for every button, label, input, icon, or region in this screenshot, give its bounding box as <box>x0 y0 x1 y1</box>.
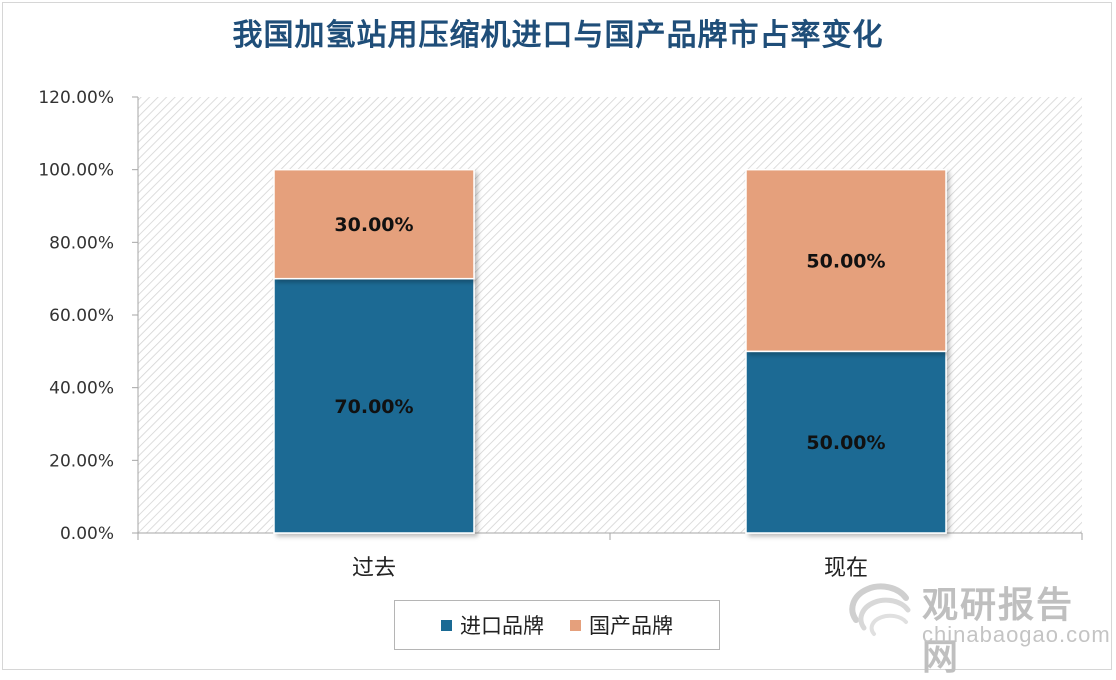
x-category-label: 过去 <box>352 556 396 581</box>
bars-group <box>273 168 947 534</box>
watermark: 观研报告网 chinabaogao.com <box>846 574 1110 678</box>
legend-swatch-import <box>441 619 452 631</box>
data-label: 70.00% <box>334 396 413 418</box>
y-tick-label: 0.00% <box>60 524 114 544</box>
legend-item-domestic: 国产品牌 <box>570 610 673 640</box>
legend-swatch-domestic <box>570 619 581 631</box>
legend-label-import: 进口品牌 <box>460 614 544 638</box>
chart-svg: 0.00% 20.00% 40.00% 60.00% 80.00% 100.00% 120.… <box>38 88 1083 581</box>
bar-segment <box>273 168 475 280</box>
y-tick-label: 60.00% <box>49 306 114 326</box>
legend-label-domestic: 国产品牌 <box>589 614 673 638</box>
x-category-label: 现在 <box>824 556 868 581</box>
bar-segment <box>273 277 475 534</box>
y-tick-label: 100.00% <box>38 161 114 181</box>
chart-title: 我国加氢站用压缩机进口与国产品牌市占率变化 <box>232 18 884 53</box>
data-label: 30.00% <box>334 214 413 236</box>
watermark-logo-icon <box>849 583 911 636</box>
data-label: 50.00% <box>806 251 885 273</box>
watermark-text-cn: 观研报告网 <box>922 585 1075 678</box>
legend: 进口品牌 国产品牌 <box>394 600 720 650</box>
y-tick-label: 80.00% <box>49 233 114 253</box>
y-tick-label: 20.00% <box>49 451 114 471</box>
y-tick-label: 120.00% <box>38 88 114 108</box>
watermark-text-en: chinabaogao.com <box>922 622 1111 647</box>
bar-segment <box>745 350 947 534</box>
bar-segment <box>745 168 947 353</box>
data-label: 50.00% <box>806 432 885 454</box>
legend-item-import: 进口品牌 <box>441 610 544 640</box>
y-tick-label: 40.00% <box>49 379 114 399</box>
labels-group: 70.00% 30.00% 50.00% 50.00% <box>334 214 885 454</box>
axes-group: 0.00% 20.00% 40.00% 60.00% 80.00% 100.00% 120.… <box>38 88 1083 581</box>
chart-frame <box>2 2 1112 670</box>
